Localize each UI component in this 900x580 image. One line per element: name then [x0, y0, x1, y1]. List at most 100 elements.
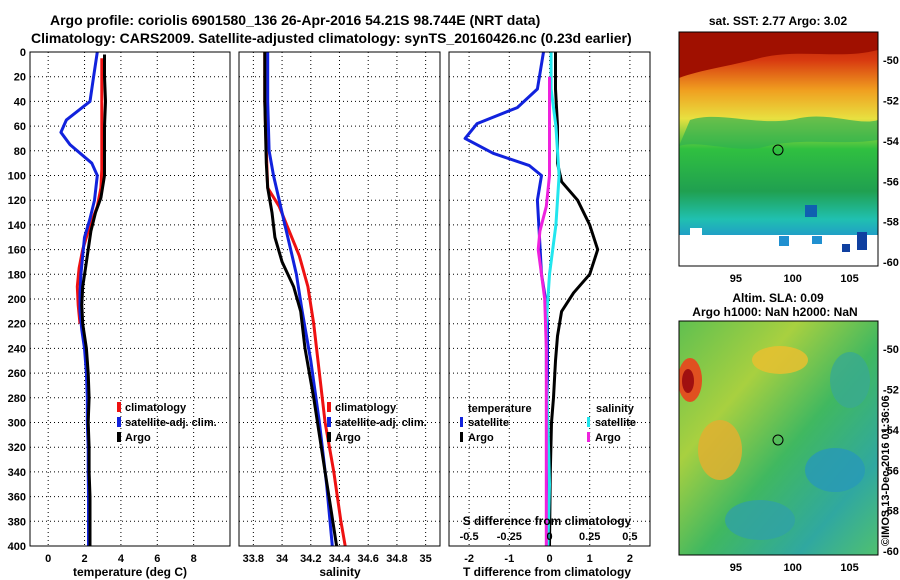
- sla-heatmap: [679, 321, 878, 555]
- legend-swatch-sal-argo: [587, 432, 590, 442]
- map-lon-tick-label: 105: [840, 562, 858, 574]
- depth-tick-label: 160: [8, 245, 26, 257]
- depth-tick-label: 20: [14, 72, 26, 84]
- legend-title-temperature: temperature: [468, 403, 532, 415]
- legend-title-salinity: salinity: [596, 403, 635, 415]
- chart-title-line1: Argo profile: coriolis 6901580_136 26-Ap…: [50, 12, 540, 28]
- legend-label-temp-satellite: satellite: [468, 417, 509, 429]
- x-tick-label: 33.8: [243, 553, 264, 565]
- sst-map-panel: sat. SST: 2.77 Argo: 3.02 95 100 105 -50 -52…: [678, 14, 900, 285]
- map-lat-tick-label: -56: [883, 176, 899, 188]
- legend-swatch-satellite-adj: [327, 417, 331, 427]
- watermark: ©IMOS 13-Dec-2016 01:36:06: [880, 395, 892, 546]
- sst-cold-patch: [812, 236, 822, 244]
- difference-top-xlabel: S difference from climatology: [463, 514, 632, 528]
- sla-high-core: [682, 369, 694, 393]
- legend-label-sal-satellite: satellite: [595, 417, 636, 429]
- temperature-legend: climatology satellite-adj. clim. Argo: [117, 402, 217, 444]
- map-lon-tick-label: 105: [840, 273, 858, 285]
- depth-tick-label: 260: [8, 368, 26, 380]
- depth-tick-label: 60: [14, 121, 26, 133]
- sst-heatmap: [679, 32, 878, 266]
- depth-tick-label: 100: [8, 171, 26, 183]
- sla-map-panel: Altim. SLA: 0.09 Argo h1000: NaN h2000: …: [678, 291, 900, 574]
- sst-argo-marker: [772, 144, 784, 156]
- temperature-panel: 0204060801001201401601802002202402602803…: [8, 47, 231, 579]
- x-tick-label: 2: [627, 553, 633, 565]
- map-lon-tick-label: 100: [784, 273, 802, 285]
- map-lat-tick-label: -60: [883, 546, 899, 558]
- sst-heatmap-field: [679, 32, 878, 266]
- depth-tick-label: 200: [8, 294, 26, 306]
- depth-tick-label: 280: [8, 393, 26, 405]
- series-line-satellite-adj-clim-: [266, 52, 334, 547]
- x-tick-label: 34.6: [358, 553, 379, 565]
- temperature-xlabel: temperature (deg C): [73, 565, 187, 579]
- map-lat-tick-label: -58: [883, 506, 899, 518]
- x-tick-label: 0: [546, 553, 552, 565]
- salinity-xlabel: salinity: [319, 565, 361, 579]
- sla-cool-blob: [725, 500, 795, 540]
- salinity-plot-frame: [238, 51, 441, 547]
- legend-label-sal-argo: Argo: [595, 432, 621, 444]
- sst-map-title: sat. SST: 2.77 Argo: 3.02: [709, 14, 848, 28]
- legend-swatch-temp-argo: [460, 432, 463, 442]
- x-tick-label: 1: [587, 553, 593, 565]
- sla-cool-blob: [830, 352, 870, 408]
- map-lon-tick-label: 95: [730, 562, 742, 574]
- sla-warm-blob: [698, 420, 742, 480]
- depth-tick-label: 380: [8, 516, 26, 528]
- legend-swatch-satellite-adj: [117, 417, 121, 427]
- depth-tick-label: 300: [8, 418, 26, 430]
- map-lon-tick-label: 100: [784, 562, 802, 574]
- x-tick-label: 2: [81, 553, 87, 565]
- map-lat-tick-label: -54: [883, 136, 900, 148]
- legend-label-temp-argo: Argo: [468, 432, 494, 444]
- x-tick-label: 34.2: [300, 553, 321, 565]
- sst-cold-patch: [779, 236, 789, 246]
- top-x-tick-label: 0: [546, 531, 552, 543]
- sst-cold-patch: [857, 232, 867, 250]
- series-line-argo: [263, 52, 339, 547]
- x-tick-label: 34.4: [329, 553, 351, 565]
- map-lat-tick-label: -56: [883, 465, 899, 477]
- legend-label-climatology: climatology: [125, 402, 187, 414]
- top-x-tick-label: -0.25: [497, 531, 522, 543]
- temperature-plot-frame: [29, 51, 231, 547]
- sla-argo-marker: [772, 434, 784, 446]
- x-tick-label: -2: [464, 553, 474, 565]
- x-tick-label: 34: [276, 553, 289, 565]
- series-line-climatology: [263, 52, 347, 547]
- series-line-argo: [80, 54, 107, 546]
- depth-tick-label: 40: [14, 96, 26, 108]
- x-tick-label: 8: [191, 553, 197, 565]
- depth-tick-label: 360: [8, 492, 26, 504]
- depth-tick-label: 220: [8, 319, 26, 331]
- legend-swatch-climatology: [117, 402, 121, 412]
- depth-tick-label: 180: [8, 269, 26, 281]
- legend-swatch-temp-satellite: [460, 417, 463, 427]
- legend-label-argo: Argo: [125, 432, 151, 444]
- sla-map-frame: [678, 320, 879, 556]
- legend-swatch-argo: [117, 432, 121, 442]
- legend-label-satellite-adj: satellite-adj. clim.: [125, 417, 217, 429]
- map-lat-tick-label: -50: [883, 344, 899, 356]
- depth-tick-label: 120: [8, 195, 26, 207]
- salinity-panel: 33.8 34 34.2 34.4 34.6 34.8 35 salinity climat…: [238, 51, 441, 579]
- map-lat-tick-label: -58: [883, 217, 899, 229]
- x-tick-label: 35: [420, 553, 432, 565]
- sst-map-frame: [678, 31, 879, 267]
- map-lat-tick-label: -52: [883, 96, 899, 108]
- sst-green-band: [679, 116, 878, 149]
- depth-tick-label: 340: [8, 467, 26, 479]
- legend-swatch-argo: [327, 432, 331, 442]
- depth-tick-label: 400: [8, 541, 26, 553]
- sla-cool-blob: [805, 448, 865, 492]
- series-line-salinity-argo: [536, 76, 551, 546]
- legend-swatch-sal-satellite: [587, 417, 590, 427]
- sst-cold-patch: [842, 244, 850, 252]
- map-lat-tick-label: -50: [883, 55, 899, 67]
- legend-swatch-climatology: [327, 402, 331, 412]
- sst-missing-patch: [690, 228, 702, 238]
